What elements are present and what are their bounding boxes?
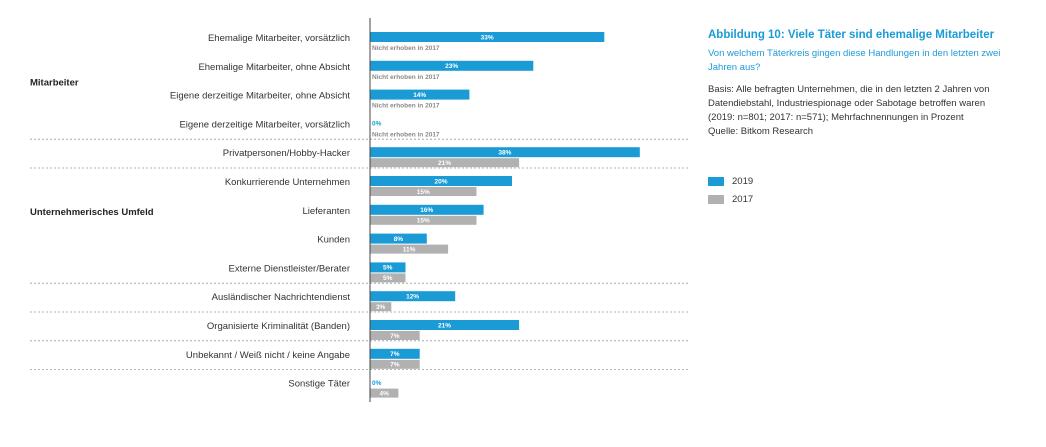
group-label: Mitarbeiter (30, 78, 79, 89)
bar-2017 (370, 158, 520, 168)
legend-item-2017: 2017 (708, 190, 753, 208)
category-label: Privatpersonen/Hobby-Hacker (223, 148, 350, 159)
bar-2019 (370, 204, 484, 215)
bar-2019 (370, 233, 427, 244)
bar-value-2017: 4% (379, 390, 389, 397)
bar-2019 (370, 147, 640, 158)
basis-line: Datendiebstahl, Industriespionage oder S… (708, 98, 986, 109)
bar-value-2019: 0% (372, 380, 382, 387)
bar-value-2017: 5% (383, 275, 393, 282)
not-surveyed-note: Nicht erhoben in 2017 (372, 45, 440, 52)
bar-value-2019: 7% (390, 351, 400, 358)
bar-2017 (370, 244, 449, 254)
bar-value-2017: 3% (376, 304, 386, 311)
bar-value-2019: 0% (372, 121, 382, 128)
bar-value-2019: 21% (438, 322, 451, 329)
bar-value-2017: 7% (390, 333, 400, 340)
bar-value-2019: 12% (406, 294, 419, 301)
source-line: Quelle: Bitkom Research (708, 126, 814, 137)
figure-info: Abbildung 10: Viele Täter sind ehemalige… (708, 29, 1008, 139)
bar-2019 (370, 262, 406, 273)
bar-2017 (370, 187, 477, 196)
category-label: Konkurrierende Unternehmen (225, 177, 350, 188)
basis-line: (2019: n=801; 2017: n=571); Mehrfachnenn… (708, 112, 964, 123)
legend-swatch-2017 (708, 194, 724, 204)
category-label: Externe Dienstleister/Berater (229, 263, 350, 274)
figure-subtitle: Von welchem Täterkreis gingen diese Hand… (708, 48, 1001, 73)
bar-value-2017: 11% (403, 246, 416, 253)
category-label: Ausländischer Nachrichtendienst (212, 292, 351, 303)
not-surveyed-note: Nicht erhoben in 2017 (372, 131, 440, 138)
bar-value-2019: 14% (413, 92, 426, 99)
bar-value-2019: 23% (445, 63, 458, 70)
bar-value-2017: 15% (417, 189, 430, 196)
category-label: Organisierte Kriminalität (Banden) (207, 321, 350, 332)
legend: 2019 2017 (708, 172, 753, 208)
category-label: Sonstige Täter (288, 379, 350, 390)
category-label: Eigene derzeitige Mitarbeiter, vorsätzli… (179, 119, 350, 130)
category-label: Ehemalige Mitarbeiter, ohne Absicht (198, 62, 350, 73)
category-label: Unbekannt / Weiß nicht / keine Angabe (186, 350, 350, 361)
category-label: Kunden (317, 235, 350, 246)
bar-value-2019: 8% (394, 236, 404, 243)
bar-2019 (370, 89, 470, 100)
legend-label: 2019 (732, 175, 754, 187)
category-label: Lieferanten (302, 206, 350, 217)
group-label: Unternehmerisches Umfeld (30, 207, 154, 218)
bar-chart: Ehemalige Mitarbeiter, vorsätzlich 33% Nic… (30, 18, 690, 402)
bar-2017 (370, 359, 420, 369)
legend-swatch-2019 (708, 176, 724, 186)
bar-value-2019: 20% (434, 178, 447, 185)
legend-label: 2017 (732, 193, 754, 205)
bar-value-2017: 7% (390, 362, 400, 369)
bar-value-2017: 21% (438, 160, 451, 167)
not-surveyed-note: Nicht erhoben in 2017 (372, 74, 440, 81)
bar-2017 (370, 273, 406, 283)
bar-2019 (370, 176, 512, 186)
bar-value-2019: 38% (498, 150, 511, 157)
not-surveyed-note: Nicht erhoben in 2017 (372, 103, 440, 110)
basis-line: Basis: Alle befragten Unternehmen, die i… (708, 84, 990, 95)
bar-2017 (370, 388, 399, 398)
figure-title: Abbildung 10: Viele Täter sind ehemalige… (708, 29, 995, 41)
figure-basis: Basis: Alle befragten Unternehmen, die i… (708, 83, 1008, 139)
bar-2019 (370, 348, 420, 359)
bar-value-2017: 15% (417, 218, 430, 225)
bar-2019 (370, 32, 605, 42)
bar-value-2019: 5% (383, 265, 393, 272)
bar-2019 (370, 320, 520, 330)
category-label: Eigene derzeitige Mitarbeiter, ohne Absi… (170, 91, 350, 102)
bar-2019 (370, 291, 456, 302)
bar-2017 (370, 215, 477, 225)
category-label: Ehemalige Mitarbeiter, vorsätzlich (208, 33, 350, 44)
bar-value-2019: 33% (481, 34, 494, 41)
bar-2017 (370, 331, 420, 340)
legend-item-2019: 2019 (708, 172, 753, 190)
bar-2019 (370, 60, 534, 71)
bar-value-2019: 16% (420, 207, 433, 214)
bar-2017 (370, 302, 392, 312)
